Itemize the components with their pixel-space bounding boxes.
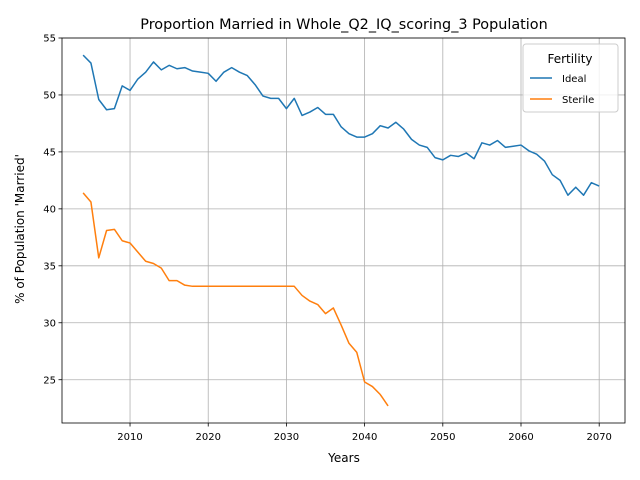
x-tick-label: 2050 (430, 432, 455, 443)
x-axis-label: Years (327, 451, 360, 465)
legend: Fertility Ideal Sterile (522, 43, 619, 113)
x-tick-label: 2010 (117, 432, 142, 443)
x-tick-label: 2070 (586, 432, 611, 443)
plot-frame (61, 37, 626, 424)
legend-title: Fertility (547, 52, 592, 66)
y-tick-label: 30 (43, 318, 56, 329)
y-tick-label: 25 (43, 375, 56, 386)
y-tick-label: 50 (43, 91, 56, 102)
y-tick-label: 40 (43, 204, 56, 215)
x-tick-label: 2040 (352, 432, 377, 443)
series-line-sterile (82, 192, 389, 407)
x-tick-label: 2030 (274, 432, 299, 443)
x-tick-label: 2020 (195, 432, 220, 443)
y-axis: 25 30 35 40 45 50 55 (43, 34, 62, 386)
legend-label-sterile: Sterile (562, 95, 594, 106)
series-layer (82, 54, 600, 407)
legend-label-ideal: Ideal (562, 74, 586, 85)
x-tick-label: 2060 (508, 432, 533, 443)
chart-title: Proportion Married in Whole_Q2_IQ_scorin… (140, 17, 547, 33)
y-axis-label: % of Population 'Married' (13, 154, 27, 304)
x-axis: 2010 2020 2030 2040 2050 2060 2070 (117, 423, 612, 443)
y-tick-label: 55 (43, 34, 56, 45)
legend-box (522, 43, 619, 113)
y-tick-label: 45 (43, 148, 56, 159)
series-line-ideal (82, 54, 600, 196)
y-tick-label: 35 (43, 261, 56, 272)
